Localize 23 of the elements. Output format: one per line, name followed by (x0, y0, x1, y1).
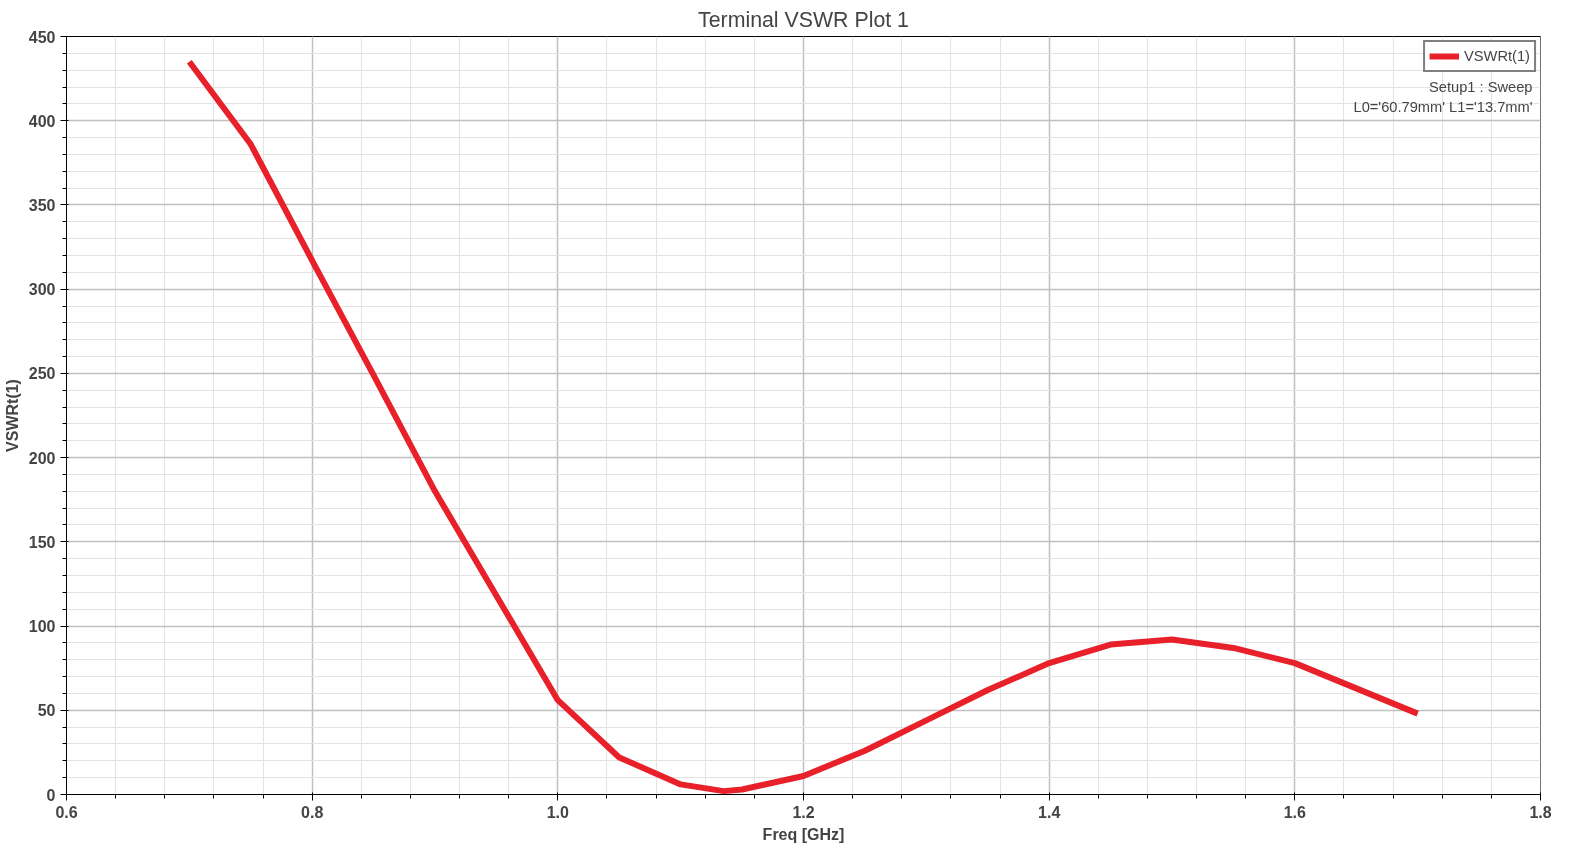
annotation: L0='60.79mm' L1='13.7mm' (1353, 98, 1533, 115)
y-tick-label: 450 (28, 28, 56, 46)
y-tick-label: 300 (28, 281, 56, 299)
y-tick-label: 50 (37, 702, 56, 720)
x-axis-title: Freq [GHz] (762, 825, 845, 843)
annotation: Setup1 : Sweep (1429, 78, 1533, 95)
y-axis-title: VSWRt(1) (3, 379, 21, 452)
x-tick-label: 1.2 (792, 803, 815, 821)
y-tick-label: 400 (28, 112, 56, 130)
y-tick-label: 250 (28, 365, 56, 383)
legend-label: VSWRt(1) (1464, 48, 1530, 64)
x-tick-label: 1.8 (1529, 803, 1552, 821)
x-tick-label: 1.0 (546, 803, 570, 821)
chart-title: Terminal VSWR Plot 1 (698, 7, 909, 32)
x-tick-label: 0.6 (55, 803, 78, 821)
y-tick-label: 0 (46, 786, 56, 804)
x-tick-label: 0.8 (301, 803, 324, 821)
x-tick-label: 1.6 (1283, 803, 1307, 821)
x-tick-label: 1.4 (1038, 803, 1061, 821)
y-tick-label: 200 (28, 449, 56, 467)
y-tick-label: 350 (28, 196, 56, 214)
y-tick-label: 100 (28, 618, 56, 636)
y-tick-label: 150 (28, 533, 56, 551)
